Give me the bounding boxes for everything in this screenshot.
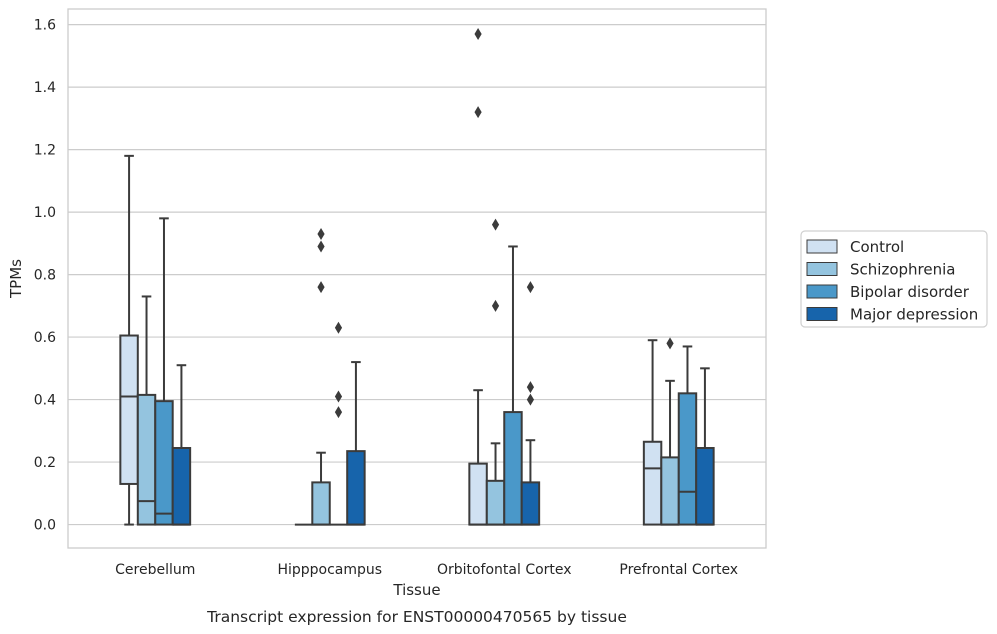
outlier-point — [491, 299, 500, 312]
outlier-point — [317, 227, 325, 240]
x-tick-label: Cerebellum — [115, 562, 195, 578]
series-control — [119, 27, 663, 526]
x-tick-label: Orbitofontal Cortex — [437, 562, 572, 578]
outlier-point — [317, 281, 325, 294]
series-schizophrenia — [136, 218, 680, 526]
box — [485, 479, 506, 526]
y-axis-label: TPMs — [7, 259, 25, 299]
series-major-depression — [171, 281, 715, 526]
x-tick-label: Hipppocampus — [277, 562, 382, 578]
box — [311, 481, 331, 526]
y-tick-label: 0.6 — [34, 330, 56, 346]
outlier-point — [317, 240, 325, 253]
box — [468, 462, 488, 526]
x-tick-labels: Cerebellum Hipppocampus Orbitofontal Corte… — [115, 562, 738, 578]
legend-label: Major depression — [850, 306, 978, 324]
box — [695, 447, 715, 526]
outlier-point — [526, 281, 535, 294]
outlier-point — [334, 321, 343, 334]
x-axis-label: Tissue — [392, 581, 440, 599]
box — [171, 447, 192, 526]
series-bipolar-disorder — [154, 217, 698, 526]
y-tick-labels: 0.0 0.2 0.4 0.6 0.8 1.0 1.2 1.4 1.6 — [34, 18, 56, 534]
box — [346, 450, 366, 526]
legend-swatch — [806, 239, 838, 254]
legend-label: Bipolar disorder — [850, 283, 970, 301]
y-tick-label: 0.0 — [34, 518, 56, 534]
y-tick-label: 1.4 — [34, 80, 56, 96]
box — [119, 334, 139, 485]
outlier-point — [334, 406, 343, 419]
outlier-point — [474, 27, 482, 40]
y-tick-label: 0.2 — [34, 455, 56, 471]
outlier-point — [491, 218, 500, 231]
box — [677, 392, 698, 526]
y-tick-label: 1.0 — [34, 205, 56, 221]
legend-swatch — [806, 307, 838, 321]
outlier-point — [474, 106, 482, 119]
box — [642, 440, 663, 526]
box — [136, 393, 157, 526]
y-tick-label: 0.8 — [34, 268, 56, 284]
legend-swatch — [806, 284, 838, 299]
box — [520, 481, 541, 526]
y-tick-label: 1.2 — [34, 143, 56, 159]
plot-frame — [67, 8, 767, 549]
legend: Control Schizophrenia Bipolar disorder Majo… — [800, 230, 988, 328]
legend-label: Control — [850, 238, 904, 256]
box — [503, 411, 523, 526]
plot-area — [119, 27, 715, 526]
box — [660, 456, 680, 526]
legend-frame — [800, 230, 988, 328]
legend-swatch — [806, 262, 838, 276]
y-tick-label: 1.6 — [34, 18, 56, 34]
y-tick-label: 0.4 — [34, 393, 56, 409]
box — [154, 400, 174, 526]
legend-label: Schizophrenia — [850, 261, 955, 279]
outlier-point — [666, 337, 674, 350]
x-tick-label: Prefrontal Cortex — [619, 562, 738, 578]
figure-caption: Transcript expression for ENST0000047056… — [206, 608, 627, 626]
outlier-point — [526, 381, 535, 394]
outlier-point — [526, 393, 535, 406]
outlier-point — [334, 390, 343, 403]
